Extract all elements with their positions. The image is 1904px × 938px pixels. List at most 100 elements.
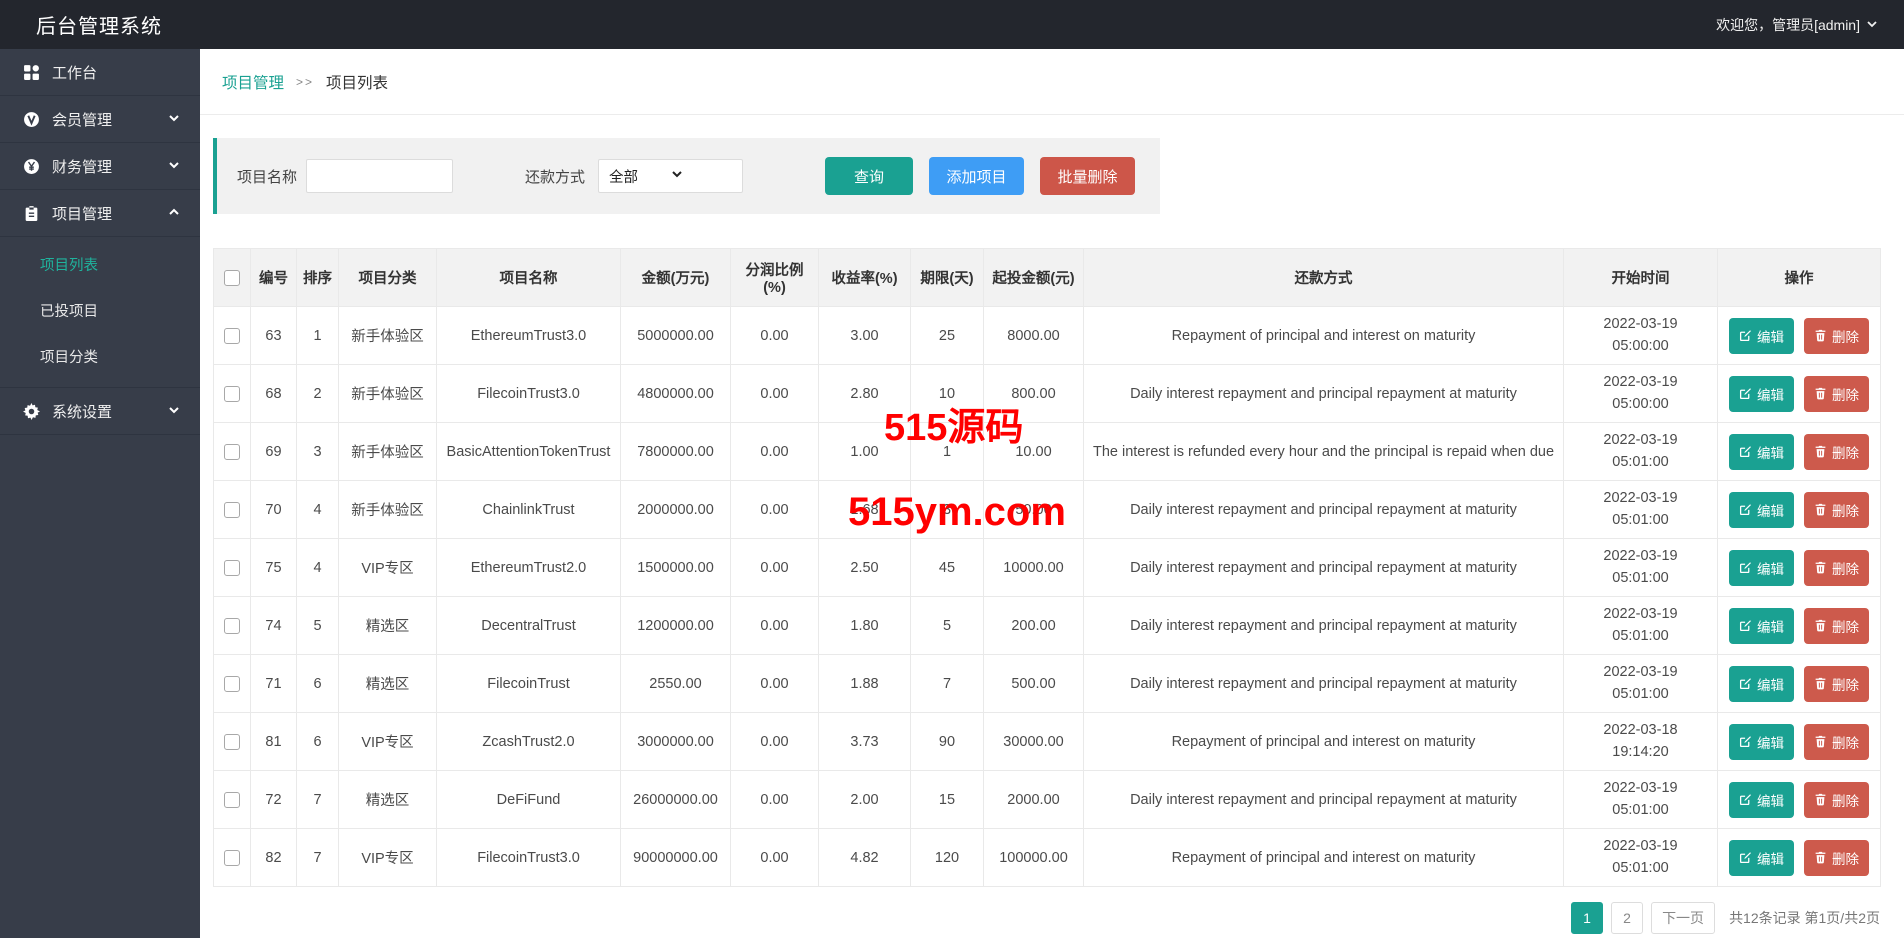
edit-button[interactable]: 编辑 [1729,317,1794,354]
filter-panel: 项目名称 还款方式 全部 查询 添加项目 批量删除 [213,138,1160,214]
table-header-row: 编号 排序 项目分类 项目名称 金额(万元) 分润比例(%) 收益率(%) 期限… [213,248,1881,307]
cell-amount: 26000000.00 [620,770,731,829]
project-table: 编号 排序 项目分类 项目名称 金额(万元) 分润比例(%) 收益率(%) 期限… [213,248,1881,887]
sidebar-item-settings[interactable]: 系统设置 [0,388,200,435]
col-category: 项目分类 [338,248,437,307]
project-name-input[interactable] [306,159,454,193]
edit-icon [1739,677,1752,690]
cell-min-invest: 800.00 [983,364,1084,423]
cell-id: 70 [250,480,297,539]
sidebar-item-members[interactable]: 会员管理 [0,96,200,143]
row-checkbox[interactable] [224,385,240,402]
edit-button[interactable]: 编辑 [1729,781,1794,818]
trash-icon [1814,503,1827,516]
cell-category: 新手体验区 [338,364,437,423]
row-checkbox[interactable] [224,443,240,460]
cell-term: 45 [910,538,984,597]
cell-category: 精选区 [338,770,437,829]
page-button-2[interactable]: 2 [1611,902,1644,934]
breadcrumb-parent-link[interactable]: 项目管理 [222,74,285,92]
cell-start-time: 2022-03-18 19:14:20 [1563,712,1718,771]
edit-icon [1739,503,1752,516]
edit-button[interactable]: 编辑 [1729,607,1794,644]
row-checkbox[interactable] [224,733,240,750]
row-checkbox[interactable] [224,327,240,344]
table-row: 71 6 精选区 FilecoinTrust 2550.00 0.00 1.88 7 500.0… [213,654,1881,713]
sidebar-item-project-list[interactable]: 项目列表 [40,258,98,274]
page-button-1[interactable]: 1 [1571,902,1604,934]
cell-name: DeFiFund [436,770,621,829]
delete-button[interactable]: 删除 [1804,491,1869,528]
cell-id: 81 [250,712,297,771]
member-icon [22,111,40,128]
delete-button[interactable]: 删除 [1804,375,1869,412]
next-page-button[interactable]: 下一页 [1651,902,1716,934]
cell-term: 90 [910,712,984,771]
edit-icon [1739,445,1752,458]
sidebar-item-finance[interactable]: 财务管理 [0,143,200,190]
cell-start-time: 2022-03-19 05:01:00 [1563,654,1718,713]
edit-button[interactable]: 编辑 [1729,549,1794,586]
edit-button[interactable]: 编辑 [1729,491,1794,528]
edit-button[interactable]: 编辑 [1729,375,1794,412]
repayment-select[interactable]: 全部 [598,159,744,193]
search-button[interactable]: 查询 [825,157,914,195]
edit-button[interactable]: 编辑 [1729,665,1794,702]
row-checkbox[interactable] [224,559,240,576]
trash-icon [1814,561,1827,574]
button-label: 删除 [1832,793,1859,809]
button-label: 编辑 [1757,445,1784,461]
col-rate: 收益率(%) [818,248,911,307]
sidebar-item-project-categories[interactable]: 项目分类 [40,350,98,366]
delete-button[interactable]: 删除 [1804,433,1869,470]
cell-sort: 6 [296,654,339,713]
select-all-cell [213,248,251,307]
sidebar-item-invested-projects[interactable]: 已投项目 [40,304,98,320]
delete-button[interactable]: 删除 [1804,549,1869,586]
row-checkbox[interactable] [224,617,240,634]
cell-actions: 编辑 删除 [1717,654,1881,713]
button-label: 编辑 [1757,561,1784,577]
button-label: 删除 [1832,503,1859,519]
sidebar-item-projects[interactable]: 项目管理 [0,190,200,237]
cell-category: 精选区 [338,596,437,655]
delete-button[interactable]: 删除 [1804,665,1869,702]
cell-rate: 1.88 [818,654,911,713]
cell-amount: 3000000.00 [620,712,731,771]
button-label: 删除 [1832,735,1859,751]
cell-id: 63 [250,306,297,365]
cell-min-invest: 100000.00 [983,828,1084,887]
edit-button[interactable]: 编辑 [1729,839,1794,876]
welcome-text: 欢迎您，管理员[admin] [1716,16,1860,33]
delete-button[interactable]: 删除 [1804,723,1869,760]
cell-min-invest: 8000.00 [983,306,1084,365]
trash-icon [1814,619,1827,632]
select-all-checkbox[interactable] [224,269,240,286]
row-checkbox[interactable] [224,849,240,866]
table-row: 82 7 VIP专区 FilecoinTrust3.0 90000000.00 0.00 4… [213,828,1881,887]
cell-sort: 2 [296,364,339,423]
delete-button[interactable]: 删除 [1804,317,1869,354]
sidebar-item-workbench[interactable]: 工作台 [0,49,200,96]
row-checkbox[interactable] [224,501,240,518]
delete-button[interactable]: 删除 [1804,839,1869,876]
edit-button[interactable]: 编辑 [1729,723,1794,760]
repayment-label: 还款方式 [525,168,586,186]
button-label: 编辑 [1757,851,1784,867]
cell-term: 15 [910,770,984,829]
edit-button[interactable]: 编辑 [1729,433,1794,470]
batch-delete-button[interactable]: 批量删除 [1040,157,1136,195]
add-project-button[interactable]: 添加项目 [929,157,1025,195]
delete-button[interactable]: 删除 [1804,607,1869,644]
cell-category: VIP专区 [338,828,437,887]
cell-sort: 4 [296,538,339,597]
cell-amount: 90000000.00 [620,828,731,887]
user-menu[interactable]: 欢迎您，管理员[admin] [1716,15,1904,35]
delete-button[interactable]: 删除 [1804,781,1869,818]
trash-icon [1814,735,1827,748]
cell-term: 10 [910,364,984,423]
cell-term: 3 [910,480,984,539]
row-checkbox[interactable] [224,791,240,808]
button-label: 删除 [1832,387,1859,403]
row-checkbox[interactable] [224,675,240,692]
